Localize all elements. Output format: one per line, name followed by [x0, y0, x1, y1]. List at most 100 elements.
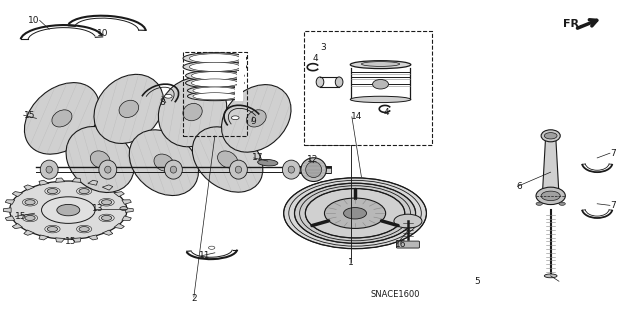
Circle shape [324, 198, 386, 228]
Ellipse shape [164, 160, 182, 179]
FancyBboxPatch shape [291, 166, 331, 173]
Circle shape [42, 197, 95, 223]
Text: 7: 7 [610, 201, 616, 210]
Ellipse shape [236, 166, 242, 173]
Text: 4: 4 [384, 108, 389, 116]
Text: 5: 5 [474, 277, 480, 286]
Ellipse shape [306, 162, 321, 178]
Text: FR.: FR. [563, 19, 584, 28]
Circle shape [344, 208, 367, 219]
Circle shape [294, 183, 415, 243]
Circle shape [102, 200, 111, 205]
Ellipse shape [154, 154, 174, 171]
Circle shape [47, 189, 58, 194]
Ellipse shape [189, 54, 241, 63]
Ellipse shape [193, 127, 263, 192]
Circle shape [209, 246, 215, 249]
Circle shape [79, 189, 89, 194]
Polygon shape [102, 230, 113, 235]
Polygon shape [114, 192, 124, 197]
Polygon shape [542, 137, 559, 194]
Circle shape [120, 207, 127, 211]
Polygon shape [5, 200, 15, 204]
Ellipse shape [94, 74, 164, 144]
Text: 15: 15 [15, 212, 27, 221]
Circle shape [57, 204, 80, 216]
Polygon shape [24, 230, 35, 235]
Circle shape [102, 215, 111, 220]
Ellipse shape [282, 160, 300, 179]
Polygon shape [12, 192, 22, 197]
Ellipse shape [536, 187, 565, 204]
Text: 17: 17 [252, 153, 263, 162]
Text: 10: 10 [97, 28, 108, 38]
FancyBboxPatch shape [237, 78, 244, 88]
Text: 12: 12 [307, 155, 319, 164]
Circle shape [544, 133, 557, 139]
Text: 2: 2 [191, 293, 196, 302]
Circle shape [559, 202, 565, 205]
Polygon shape [122, 200, 131, 204]
Polygon shape [72, 178, 81, 182]
Circle shape [164, 94, 172, 98]
Text: 6: 6 [516, 182, 522, 191]
Ellipse shape [193, 87, 237, 94]
Ellipse shape [24, 83, 99, 154]
FancyBboxPatch shape [236, 92, 243, 101]
Ellipse shape [40, 160, 58, 179]
Ellipse shape [191, 79, 238, 87]
FancyBboxPatch shape [239, 61, 246, 72]
Ellipse shape [544, 274, 557, 278]
Ellipse shape [350, 96, 411, 103]
Polygon shape [88, 235, 98, 240]
Ellipse shape [301, 158, 326, 182]
FancyBboxPatch shape [237, 70, 244, 81]
Ellipse shape [90, 151, 110, 168]
Ellipse shape [170, 166, 177, 173]
Circle shape [10, 181, 127, 239]
Ellipse shape [52, 110, 72, 127]
Polygon shape [24, 185, 35, 190]
Ellipse shape [186, 70, 244, 81]
Polygon shape [3, 208, 11, 212]
Polygon shape [12, 224, 22, 229]
Circle shape [232, 116, 239, 120]
Text: 4: 4 [312, 54, 318, 63]
Circle shape [25, 215, 35, 220]
Circle shape [25, 200, 35, 205]
Text: 3: 3 [321, 43, 326, 52]
Ellipse shape [66, 127, 134, 192]
Polygon shape [56, 238, 65, 242]
Ellipse shape [188, 86, 243, 95]
Ellipse shape [183, 53, 246, 64]
Ellipse shape [218, 151, 237, 168]
Ellipse shape [288, 166, 294, 173]
Text: 1: 1 [348, 258, 353, 267]
Polygon shape [72, 238, 81, 242]
Ellipse shape [372, 79, 388, 89]
Ellipse shape [246, 110, 266, 127]
Text: 16: 16 [394, 240, 406, 249]
Ellipse shape [362, 62, 399, 66]
Polygon shape [102, 185, 113, 190]
Text: 9: 9 [250, 117, 255, 126]
Ellipse shape [258, 160, 278, 166]
Ellipse shape [541, 130, 560, 142]
Polygon shape [5, 216, 15, 220]
Text: SNACE1600: SNACE1600 [371, 290, 420, 299]
Ellipse shape [119, 100, 139, 117]
Ellipse shape [193, 93, 237, 100]
Text: 10: 10 [28, 16, 40, 25]
Ellipse shape [186, 78, 244, 88]
Polygon shape [88, 180, 98, 185]
Polygon shape [125, 208, 133, 212]
Ellipse shape [129, 130, 198, 196]
Circle shape [305, 189, 404, 238]
Text: 15: 15 [24, 111, 35, 120]
Ellipse shape [335, 77, 343, 87]
Ellipse shape [350, 61, 411, 69]
Circle shape [47, 226, 58, 232]
Text: 7: 7 [610, 149, 616, 158]
Ellipse shape [230, 160, 247, 179]
Ellipse shape [104, 166, 111, 173]
